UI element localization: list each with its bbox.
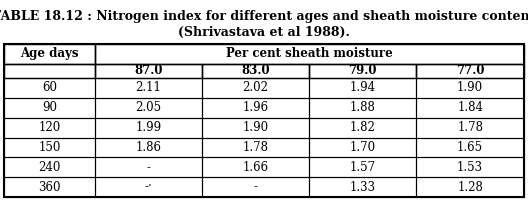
Text: 1.78: 1.78 bbox=[243, 141, 269, 154]
Bar bbox=[95, 118, 202, 138]
Bar bbox=[202, 138, 309, 157]
Text: 1.86: 1.86 bbox=[136, 141, 162, 154]
Text: -: - bbox=[147, 161, 150, 174]
Text: 60: 60 bbox=[42, 81, 57, 94]
Text: Age days: Age days bbox=[20, 47, 79, 60]
Text: 1.99: 1.99 bbox=[136, 121, 162, 134]
Text: TABLE 18.12 : Nitrogen index for different ages and sheath moisture content: TABLE 18.12 : Nitrogen index for differe… bbox=[0, 10, 528, 23]
Text: 1.53: 1.53 bbox=[457, 161, 483, 174]
Bar bbox=[4, 78, 95, 98]
Text: 1.33: 1.33 bbox=[350, 181, 376, 194]
Text: 240: 240 bbox=[39, 161, 61, 174]
Bar bbox=[309, 118, 417, 138]
Text: -: - bbox=[253, 181, 258, 194]
Bar bbox=[417, 98, 524, 118]
Bar bbox=[417, 157, 524, 177]
Bar bbox=[4, 98, 95, 118]
Text: 77.0: 77.0 bbox=[456, 64, 484, 77]
Text: 2.02: 2.02 bbox=[243, 81, 269, 94]
Bar bbox=[202, 118, 309, 138]
Bar bbox=[95, 64, 202, 78]
Text: 1.78: 1.78 bbox=[457, 121, 483, 134]
Text: 79.0: 79.0 bbox=[348, 64, 377, 77]
Bar bbox=[309, 98, 417, 118]
Bar bbox=[95, 138, 202, 157]
Bar bbox=[95, 98, 202, 118]
Bar bbox=[309, 157, 417, 177]
Bar bbox=[309, 64, 417, 78]
Bar bbox=[417, 138, 524, 157]
Bar bbox=[4, 44, 524, 197]
Text: 90: 90 bbox=[42, 101, 57, 114]
Bar bbox=[4, 118, 95, 138]
Bar bbox=[202, 177, 309, 197]
Text: 1.28: 1.28 bbox=[457, 181, 483, 194]
Text: 2.05: 2.05 bbox=[136, 101, 162, 114]
Text: 120: 120 bbox=[39, 121, 61, 134]
Bar bbox=[202, 64, 309, 78]
Bar bbox=[417, 177, 524, 197]
Text: 1.96: 1.96 bbox=[243, 101, 269, 114]
Text: 1.65: 1.65 bbox=[457, 141, 483, 154]
Bar bbox=[4, 157, 95, 177]
Bar bbox=[95, 78, 202, 98]
Bar bbox=[202, 78, 309, 98]
Bar bbox=[417, 78, 524, 98]
Text: 1.66: 1.66 bbox=[243, 161, 269, 174]
Bar bbox=[417, 64, 524, 78]
Bar bbox=[202, 157, 309, 177]
Bar bbox=[4, 177, 95, 197]
Text: Per cent sheath moisture: Per cent sheath moisture bbox=[226, 47, 393, 60]
Text: 1.88: 1.88 bbox=[350, 101, 376, 114]
Text: (Shrivastava et al 1988).: (Shrivastava et al 1988). bbox=[178, 26, 350, 39]
Bar bbox=[4, 138, 95, 157]
Bar bbox=[95, 157, 202, 177]
Text: 150: 150 bbox=[39, 141, 61, 154]
Bar bbox=[309, 177, 417, 197]
Bar bbox=[202, 98, 309, 118]
Text: 1.90: 1.90 bbox=[243, 121, 269, 134]
Text: 1.90: 1.90 bbox=[457, 81, 483, 94]
Text: -·: -· bbox=[145, 181, 153, 194]
Text: 1.70: 1.70 bbox=[350, 141, 376, 154]
Bar bbox=[95, 44, 524, 64]
Text: 1.57: 1.57 bbox=[350, 161, 376, 174]
Bar bbox=[417, 118, 524, 138]
Text: 87.0: 87.0 bbox=[134, 64, 163, 77]
Text: 2.11: 2.11 bbox=[136, 81, 162, 94]
Text: 83.0: 83.0 bbox=[241, 64, 270, 77]
Text: 360: 360 bbox=[38, 181, 61, 194]
Text: 1.82: 1.82 bbox=[350, 121, 376, 134]
Bar bbox=[4, 64, 95, 78]
Text: 1.84: 1.84 bbox=[457, 101, 483, 114]
Text: 1.94: 1.94 bbox=[350, 81, 376, 94]
Bar bbox=[309, 138, 417, 157]
Bar bbox=[95, 177, 202, 197]
Bar bbox=[309, 78, 417, 98]
Bar bbox=[4, 44, 95, 64]
